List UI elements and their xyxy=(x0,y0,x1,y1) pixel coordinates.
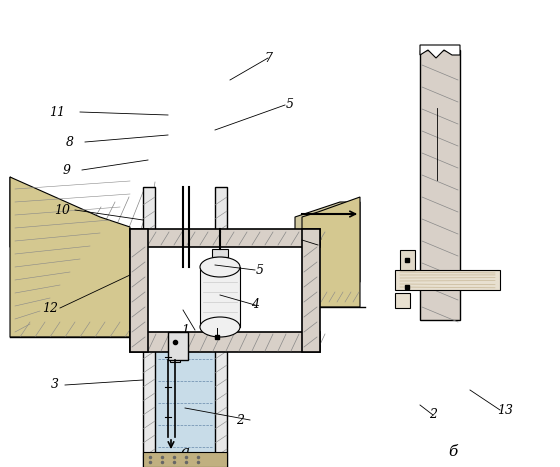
Bar xyxy=(143,452,227,467)
Bar xyxy=(395,270,500,290)
Text: 10: 10 xyxy=(54,204,70,217)
Bar xyxy=(143,187,155,467)
Text: 9: 9 xyxy=(63,163,71,177)
Text: б: б xyxy=(449,445,458,459)
Text: 2: 2 xyxy=(429,409,437,422)
Text: 8: 8 xyxy=(66,135,74,149)
Text: 1: 1 xyxy=(181,324,189,337)
Bar xyxy=(200,267,240,327)
Polygon shape xyxy=(302,197,360,307)
Text: а: а xyxy=(180,445,190,459)
Ellipse shape xyxy=(200,257,240,277)
Text: 7: 7 xyxy=(264,51,272,64)
Text: 3: 3 xyxy=(51,378,59,391)
Polygon shape xyxy=(155,267,215,462)
Text: 11: 11 xyxy=(49,106,65,119)
Bar xyxy=(130,229,320,247)
Polygon shape xyxy=(10,177,130,337)
Text: 2: 2 xyxy=(236,413,244,426)
Bar xyxy=(212,249,228,257)
Polygon shape xyxy=(420,45,460,58)
Text: 12: 12 xyxy=(42,302,58,314)
Text: 13: 13 xyxy=(497,403,513,417)
Ellipse shape xyxy=(200,317,240,337)
Bar xyxy=(168,332,188,360)
Bar xyxy=(400,250,415,270)
Text: 5: 5 xyxy=(256,263,264,276)
Text: 6: 6 xyxy=(314,239,322,252)
Text: 5: 5 xyxy=(286,99,294,112)
Bar xyxy=(420,50,460,320)
Bar xyxy=(215,187,227,467)
Polygon shape xyxy=(10,177,155,282)
Bar xyxy=(130,229,148,352)
Bar xyxy=(395,293,410,308)
Polygon shape xyxy=(295,202,360,282)
Text: 3: 3 xyxy=(433,101,441,114)
Bar xyxy=(302,229,320,352)
Bar xyxy=(130,332,320,352)
Text: 4: 4 xyxy=(251,298,259,311)
Bar xyxy=(148,247,302,332)
Bar xyxy=(170,332,180,362)
